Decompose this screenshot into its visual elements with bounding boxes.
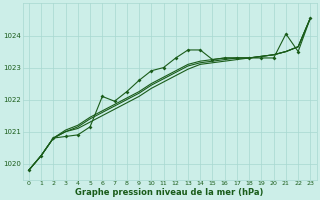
X-axis label: Graphe pression niveau de la mer (hPa): Graphe pression niveau de la mer (hPa)	[76, 188, 264, 197]
